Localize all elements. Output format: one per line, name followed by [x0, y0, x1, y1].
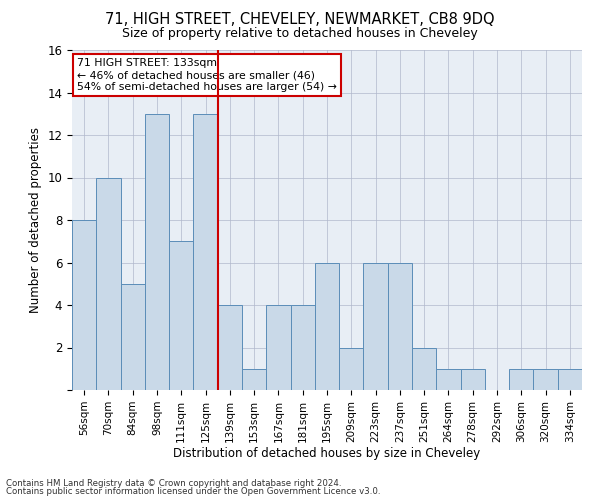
Bar: [436, 369, 461, 390]
Text: Contains public sector information licensed under the Open Government Licence v3: Contains public sector information licen…: [6, 487, 380, 496]
Bar: [266, 305, 290, 390]
Bar: [72, 220, 96, 390]
Bar: [121, 284, 145, 390]
Bar: [169, 242, 193, 390]
X-axis label: Distribution of detached houses by size in Cheveley: Distribution of detached houses by size …: [173, 448, 481, 460]
Bar: [388, 262, 412, 390]
Text: 71, HIGH STREET, CHEVELEY, NEWMARKET, CB8 9DQ: 71, HIGH STREET, CHEVELEY, NEWMARKET, CB…: [105, 12, 495, 28]
Bar: [558, 369, 582, 390]
Bar: [364, 262, 388, 390]
Bar: [533, 369, 558, 390]
Bar: [509, 369, 533, 390]
Bar: [145, 114, 169, 390]
Bar: [339, 348, 364, 390]
Y-axis label: Number of detached properties: Number of detached properties: [29, 127, 42, 313]
Text: 71 HIGH STREET: 133sqm
← 46% of detached houses are smaller (46)
54% of semi-det: 71 HIGH STREET: 133sqm ← 46% of detached…: [77, 58, 337, 92]
Text: Size of property relative to detached houses in Cheveley: Size of property relative to detached ho…: [122, 28, 478, 40]
Bar: [461, 369, 485, 390]
Bar: [193, 114, 218, 390]
Bar: [412, 348, 436, 390]
Bar: [290, 305, 315, 390]
Text: Contains HM Land Registry data © Crown copyright and database right 2024.: Contains HM Land Registry data © Crown c…: [6, 478, 341, 488]
Bar: [242, 369, 266, 390]
Bar: [315, 262, 339, 390]
Bar: [218, 305, 242, 390]
Bar: [96, 178, 121, 390]
